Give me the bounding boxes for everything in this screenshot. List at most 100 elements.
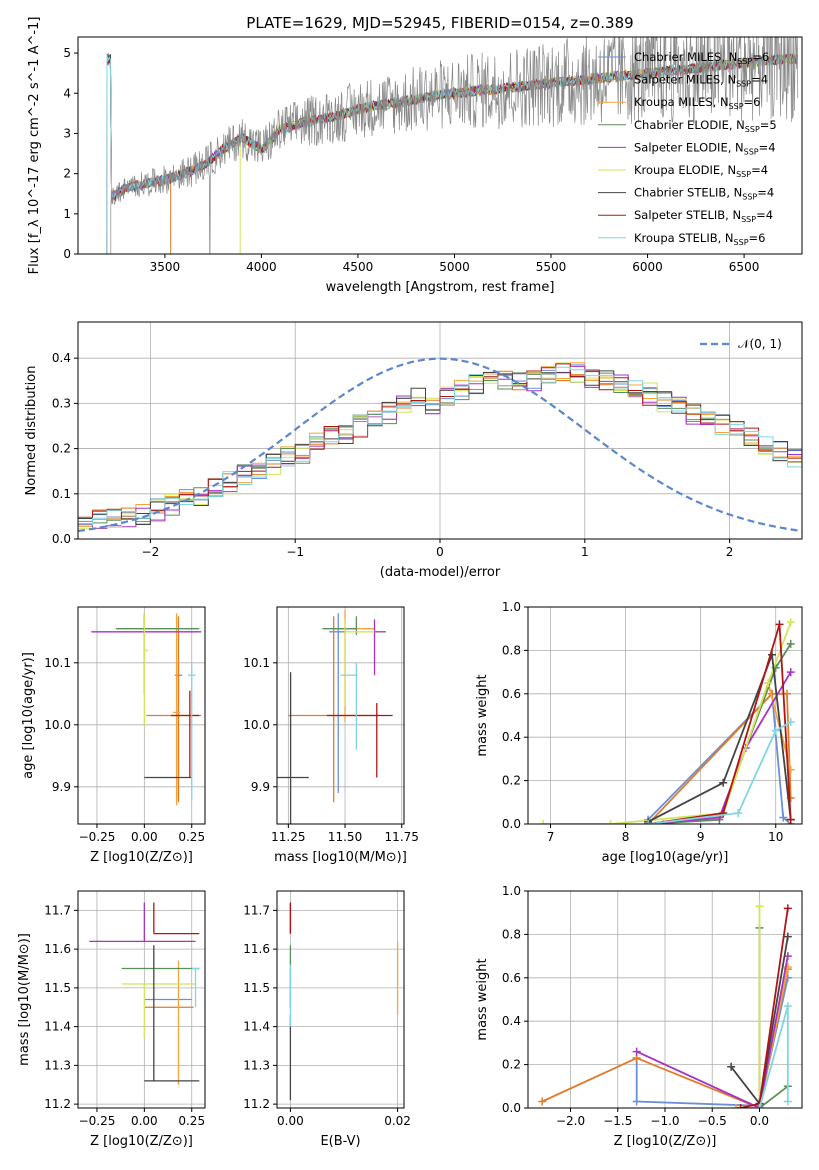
x-tick-label: −1.0 — [650, 1114, 679, 1128]
x-tick-label: 8 — [622, 830, 630, 844]
x-tick-label: 6500 — [729, 260, 760, 274]
weight-marker — [783, 932, 792, 941]
y-tick-label: 1.0 — [502, 600, 521, 614]
weight-marker — [538, 1097, 547, 1106]
axes-frame — [276, 606, 405, 825]
weight-marker — [736, 1104, 745, 1108]
histogram-steps — [78, 362, 802, 530]
x-tick-label: 10 — [768, 830, 783, 844]
legend-entry: Kroupa MILES, NSSP=6 — [634, 95, 760, 111]
age-vs-metallicity-panel: −0.25 0.00 0.25 9.9 10.0 10.1 Z [log10(Z/Z⊙)] a… — [21, 606, 206, 865]
weight-marker — [755, 1104, 764, 1108]
y-axis-label: mass weight — [475, 674, 490, 756]
x-tick-label: 5000 — [439, 260, 470, 274]
observed-spectrum-line — [110, 37, 799, 254]
x-tick-label: −1.5 — [603, 1114, 632, 1128]
axes: 3500 4000 4500 5000 5500 6000 6500 0 1 2 3 4 5 wavele… — [27, 17, 803, 295]
legend-entry: Salpeter MILES, NSSP=4 — [634, 73, 768, 89]
y-tick-label: 0 — [63, 247, 71, 261]
weight-series-line — [647, 691, 792, 824]
weight-marker — [632, 1097, 641, 1106]
x-tick-label: 0.00 — [277, 1114, 304, 1128]
y-axis-label: mass [log10(M/M⊙)] — [17, 933, 32, 1066]
weight-marker — [727, 1062, 736, 1071]
x-tick-label: 3500 — [150, 260, 181, 274]
y-tick-label: 0.2 — [52, 442, 71, 456]
x-axis-label: Z [log10(Z/Z⊙)] — [90, 850, 193, 865]
y-tick-label: 3 — [63, 126, 71, 140]
histogram-steps — [78, 366, 802, 526]
x-tick-label: −0.5 — [698, 1114, 727, 1128]
x-tick-label: −0.25 — [79, 830, 116, 844]
weight-marker — [606, 820, 615, 824]
plot-area — [277, 610, 393, 824]
weight-marker — [783, 1097, 792, 1106]
y-tick-label: 0.8 — [502, 927, 521, 941]
plot-area — [89, 902, 200, 1085]
weight-series-line — [735, 966, 789, 1108]
plot-area — [78, 357, 802, 533]
weight-marker — [786, 668, 795, 677]
legend-entry: Kroupa ELODIE, NSSP=4 — [634, 163, 768, 179]
x-tick-label: 0.25 — [178, 1114, 205, 1128]
y-tick-label: 11.4 — [243, 1020, 270, 1034]
y-tick-label: 11.2 — [243, 1097, 270, 1111]
age-vs-mass-panel: 11.25 11.50 11.75 9.9 10.0 10.1 mass [log10(M/… — [243, 606, 419, 865]
x-tick-label: −1 — [286, 545, 304, 559]
y-tick-label: 0.0 — [502, 1101, 521, 1115]
legend-entry: 𝒩(0, 1) — [738, 337, 782, 351]
y-tick-label: 11.3 — [44, 1058, 71, 1072]
weight-series-line — [647, 624, 792, 824]
x-axis-label: Z [log10(Z/Z⊙)] — [90, 1134, 193, 1149]
histogram-steps — [78, 364, 802, 523]
y-axis-label: mass weight — [475, 958, 490, 1040]
y-tick-label: 0.8 — [502, 643, 521, 657]
plot-area — [289, 902, 399, 1101]
axes: −2 −1 0 1 2 0.0 0.1 0.2 0.3 0.4 (data-model)/error… — [24, 321, 803, 580]
y-tick-label: 1 — [63, 207, 71, 221]
y-tick-label: 11.7 — [44, 903, 71, 917]
plot-area — [538, 902, 792, 1108]
weight-marker — [786, 815, 795, 824]
weight-marker — [786, 639, 795, 648]
axes-frame — [276, 890, 405, 1109]
x-tick-label: 4500 — [343, 260, 374, 274]
weight-series-line — [647, 654, 792, 823]
mass-vs-metallicity-panel: −0.25 0.00 0.25 11.2 11.3 11.4 11.5 11.6 11.7 Z [… — [17, 890, 206, 1149]
axes: 7 8 9 10 0.0 0.2 0.4 0.6 0.8 1.0 age [log10(age/yr… — [475, 600, 803, 865]
y-tick-label: 1.0 — [502, 884, 521, 898]
y-tick-label: 0.4 — [52, 351, 71, 365]
y-tick-label: 10.0 — [243, 718, 270, 732]
y-tick-label: 11.3 — [243, 1058, 270, 1072]
y-tick-label: 9.9 — [251, 780, 270, 794]
x-axis-label: age [log10(age/yr)] — [602, 850, 729, 865]
y-tick-label: 0.3 — [52, 396, 71, 410]
y-tick-label: 10.0 — [44, 718, 71, 732]
y-tick-label: 10.1 — [243, 656, 270, 670]
x-tick-label: 0 — [436, 545, 444, 559]
y-tick-label: 2 — [63, 167, 71, 181]
y-axis-label: Flux [f_λ 10^-17 erg cm^-2 s^-1 A^-1] — [27, 17, 42, 275]
legend-entry: Chabrier STELIB, NSSP=4 — [634, 186, 774, 202]
axes: −2.0 −1.5 −1.0 −0.5 0.0 0.0 0.2 0.4 0.6 0.8 1.0 Z [… — [475, 884, 803, 1149]
y-tick-label: 0.0 — [52, 532, 71, 546]
axes-frame — [77, 890, 206, 1109]
x-axis-label: E(B-V) — [320, 1134, 360, 1149]
weight-marker — [775, 620, 784, 629]
weight-marker — [786, 718, 795, 727]
weight-marker — [783, 904, 792, 913]
plot-area — [106, 37, 799, 254]
y-tick-label: 0.1 — [52, 487, 71, 501]
x-tick-label: 0.02 — [384, 1114, 411, 1128]
y-tick-label: 0.0 — [502, 817, 521, 831]
weight-marker — [755, 902, 764, 911]
weight-marker — [779, 813, 788, 822]
y-tick-label: 0.6 — [502, 687, 521, 701]
weight-series-line — [647, 692, 792, 824]
x-tick-label: 2 — [726, 545, 734, 559]
y-tick-label: 0.6 — [502, 971, 521, 985]
axes: 0.00 0.02 11.2 11.3 11.4 11.5 11.6 11.7 E(B-V) — [243, 890, 411, 1149]
plot-area — [539, 618, 795, 824]
x-axis-label: (data-model)/error — [380, 565, 501, 580]
y-tick-label: 0.4 — [502, 1014, 521, 1028]
